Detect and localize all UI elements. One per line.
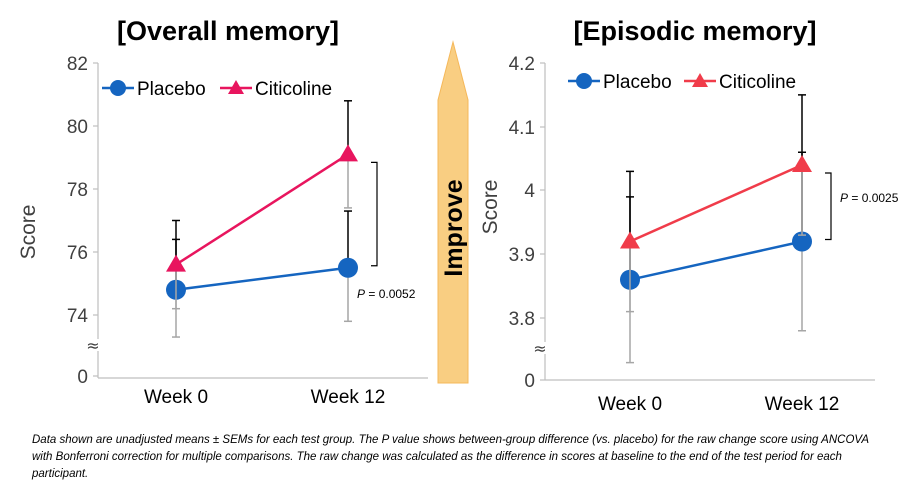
y-tick-label: 82 [67, 54, 88, 75]
y-tick-label: 4.1 [509, 118, 535, 139]
chart-title-episodic-memory: [Episodic memory] [573, 16, 816, 46]
y-tick-label: 74 [67, 306, 89, 327]
chart-overall-memory: 82 80 78 76 74 0 ≈ Week 0 Week 12 Score Placebo Cit… [17, 54, 428, 408]
series-line-citicoline [629, 163, 803, 243]
y-tick-label: 80 [67, 117, 88, 138]
series-line-citicoline [175, 153, 349, 266]
data-point-citicoline [166, 254, 186, 272]
y-tick-label: 0 [524, 371, 535, 392]
y-tick-label: 0 [77, 367, 88, 388]
y-tick-label: 3.9 [509, 245, 535, 266]
figure-caption: Data shown are unadjusted means ± SEMs f… [32, 434, 869, 480]
improve-arrow-shape [437, 40, 469, 384]
x-tick-label: Week 12 [311, 387, 386, 408]
legend-marker-citicoline [692, 73, 708, 87]
legend-label-placebo: Placebo [603, 72, 672, 93]
series-line-placebo [175, 266, 349, 292]
chart-title-overall-memory: [Overall memory] [117, 16, 339, 46]
y-tick-label: 4 [524, 181, 535, 202]
legend-marker-placebo [576, 73, 592, 89]
y-axis-title: Score [17, 205, 40, 260]
y-tick-label: 4.2 [509, 54, 535, 75]
p-value-label: P = 0.0052 [357, 287, 416, 301]
x-tick-label: Week 0 [598, 394, 662, 415]
axis-break-symbol: ≈ [533, 339, 546, 358]
p-value-label: P = 0.0025 [840, 191, 899, 205]
chart-episodic-memory: 4.2 4.1 4 3.9 3.8 0 ≈ Week 0 Week 12 Score Placebo… [479, 54, 899, 415]
x-tick-label: Week 0 [144, 387, 208, 408]
legend-label-citicoline: Citicoline [255, 79, 332, 100]
data-point-citicoline [338, 144, 358, 162]
axis-break-gap [537, 342, 553, 354]
significance-bracket [825, 172, 832, 241]
improve-label: Improve [440, 179, 468, 276]
axis-break-symbol: ≈ [86, 336, 99, 355]
legend-marker-placebo [110, 80, 126, 96]
significance-bracket [371, 161, 378, 267]
y-tick-label: 76 [67, 243, 88, 264]
improve-arrow: Improve [437, 40, 469, 384]
y-tick-label: 3.8 [509, 309, 535, 330]
figure: [Overall memory] [Episodic memory] Impro… [17, 16, 899, 415]
legend-label-placebo: Placebo [137, 79, 206, 100]
y-axis-title: Score [479, 180, 502, 235]
axis-break-gap [90, 339, 106, 351]
legend-label-citicoline: Citicoline [719, 72, 796, 93]
legend-marker-citicoline [228, 80, 244, 94]
data-point-citicoline [792, 155, 812, 172]
x-tick-label: Week 12 [765, 394, 840, 415]
data-point-citicoline [620, 231, 640, 249]
data-point-placebo [792, 231, 812, 252]
series-line-placebo [629, 240, 803, 281]
y-tick-label: 78 [67, 180, 88, 201]
data-point-placebo [338, 257, 358, 278]
